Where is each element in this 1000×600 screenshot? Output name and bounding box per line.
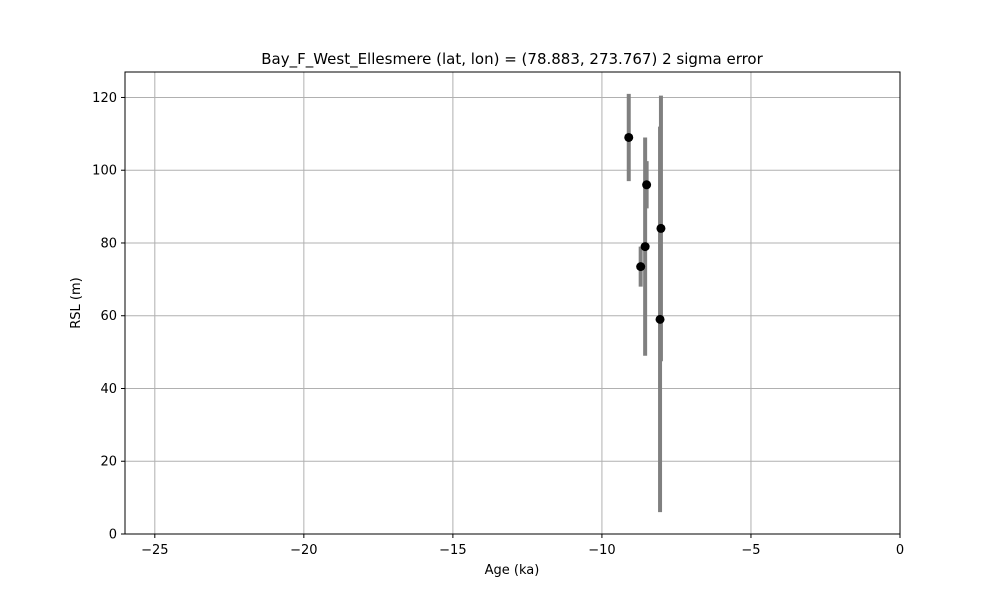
x-tick-label: 0	[896, 543, 904, 558]
y-tick-label: 40	[100, 382, 117, 397]
data-point	[624, 132, 634, 142]
data-points	[624, 132, 666, 324]
x-tick-label: −20	[290, 543, 317, 558]
x-tick-label: −15	[439, 543, 466, 558]
x-axis-label: Age (ka)	[485, 563, 540, 578]
y-axis-ticks: 0 20 40 60 80 100 120	[92, 91, 125, 543]
y-tick-label: 60	[100, 309, 117, 324]
y-tick-label: 80	[100, 236, 117, 251]
x-tick-label: −10	[588, 543, 615, 558]
y-tick-label: 100	[92, 164, 117, 179]
plot-frame	[124, 71, 901, 535]
y-tick-label: 0	[109, 528, 117, 543]
x-axis-ticks: −25 −20 −15 −10 −5 0	[141, 534, 904, 558]
data-point	[640, 242, 650, 252]
data-point	[636, 262, 646, 272]
y-axis-label: RSL (m)	[69, 277, 84, 328]
x-tick-label: −25	[141, 543, 168, 558]
data-point	[642, 180, 652, 190]
data-point	[655, 314, 665, 324]
x-tick-label: −5	[741, 543, 760, 558]
data-point	[656, 223, 666, 233]
y-tick-label: 20	[100, 455, 117, 470]
y-tick-label: 120	[92, 91, 117, 106]
chart-title: Bay_F_West_Ellesmere (lat, lon) = (78.88…	[261, 50, 763, 69]
